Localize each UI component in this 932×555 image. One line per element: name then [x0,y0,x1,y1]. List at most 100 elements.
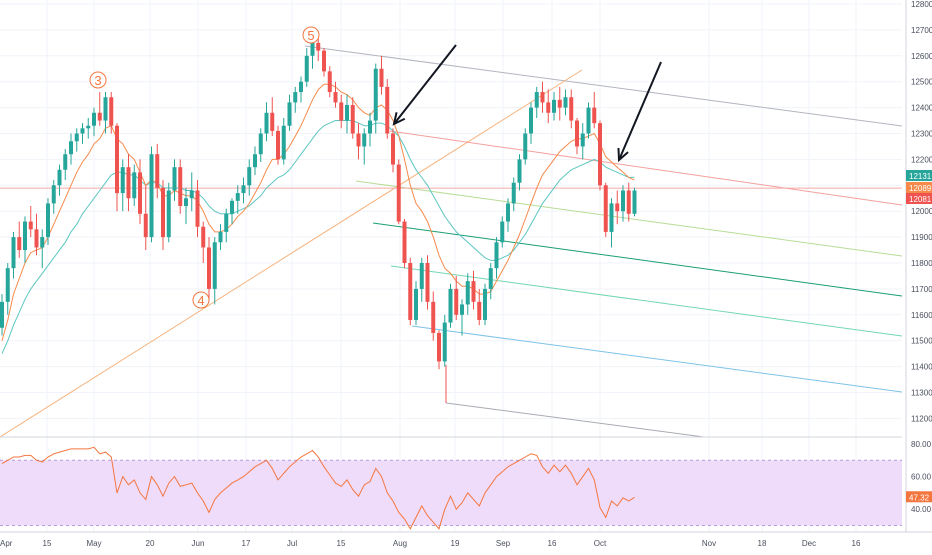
candle [327,66,332,98]
candle [396,159,401,225]
candle [368,112,372,147]
candle-body [287,102,292,126]
candle-body [132,172,137,199]
candle [258,128,263,162]
candle [511,177,516,212]
candle-body [483,288,487,320]
candle [178,159,183,214]
pitchfork-level-4 [411,325,903,393]
candle [195,180,200,238]
candle [40,229,45,269]
candle-body [339,102,344,121]
candle-body [212,242,217,289]
rsi-line [1,446,635,530]
candle [575,117,579,155]
candle-body [500,221,505,243]
candle-body [345,105,349,121]
wave-label-3: 3 [94,73,101,88]
price-tick-label: 11500 [911,337,932,346]
rsi-tick-label: 80.00 [911,440,932,449]
candle-body [632,190,637,214]
arrow-head [617,147,629,163]
rsi-badge-label: 47.32 [909,493,930,502]
candle [506,198,510,232]
candle-body [201,226,206,248]
candle [201,221,206,263]
candle-body [138,172,142,214]
candle-body [264,112,269,134]
candles [0,37,637,370]
time-tick-label: Sep [496,539,511,548]
candle [299,76,303,103]
price-tick-label: 11700 [911,285,932,294]
candle [143,185,148,251]
candle-body [299,81,303,93]
price-tick-label: 11600 [911,311,932,320]
candle [207,237,211,302]
candle-body [17,237,22,251]
price-badge-label: 12081 [909,195,932,204]
moving-averages [1,83,635,354]
candle [431,291,436,341]
time-tick-label: Aug [393,539,407,548]
candle [391,128,395,173]
candle [11,231,16,279]
candle-body [350,105,355,134]
pitchfork-level-2 [372,222,903,297]
candle-body [431,301,436,333]
candle [0,294,4,336]
candle-body [454,288,459,315]
candle [103,92,108,134]
candle [270,97,275,137]
candle-body [592,107,597,124]
pitchfork-lower-line [445,402,705,438]
candle-body [218,231,223,243]
ema-slow-line [1,120,635,354]
candle-body [506,203,510,222]
candle [534,86,539,118]
candle [172,159,177,201]
candle-body [460,304,464,315]
annotations: 3 4 5 [89,26,662,309]
candle [425,255,430,310]
rsi-tick-label: 40.00 [911,505,932,514]
candle [293,86,298,113]
candle-body [557,99,562,108]
time-tick-label: 19 [451,539,460,548]
candle [161,180,165,251]
candle-body [293,92,298,103]
candle-body [385,86,390,134]
candle [126,154,131,212]
candle-body [23,221,27,251]
candle-body [465,281,470,305]
orange-trend-line [0,69,583,438]
candle-body [247,167,252,186]
candle [166,182,171,243]
candle [350,97,355,139]
candle-body [57,169,62,186]
wave-label-circle [89,71,107,89]
candle-body [396,164,401,222]
candle [316,37,321,61]
candle [442,314,447,367]
candle-body [34,229,39,248]
candle-body [471,281,476,302]
candle [80,123,85,144]
candle-body [523,133,528,160]
candle [494,237,499,279]
candle [362,128,367,165]
price-tick-label: 12700 [911,26,932,35]
price-axis-bg [906,0,932,550]
rsi-panel [0,436,902,530]
pitchfork-median-line [389,130,903,206]
arrow-annotation-1 [392,44,457,126]
candle-body [74,133,79,142]
price-tick-label: 12400 [911,104,932,113]
candle [632,187,637,217]
candle-body [448,288,453,323]
candle-body [563,97,568,108]
candle-body [80,128,85,134]
candle-body [28,221,33,230]
